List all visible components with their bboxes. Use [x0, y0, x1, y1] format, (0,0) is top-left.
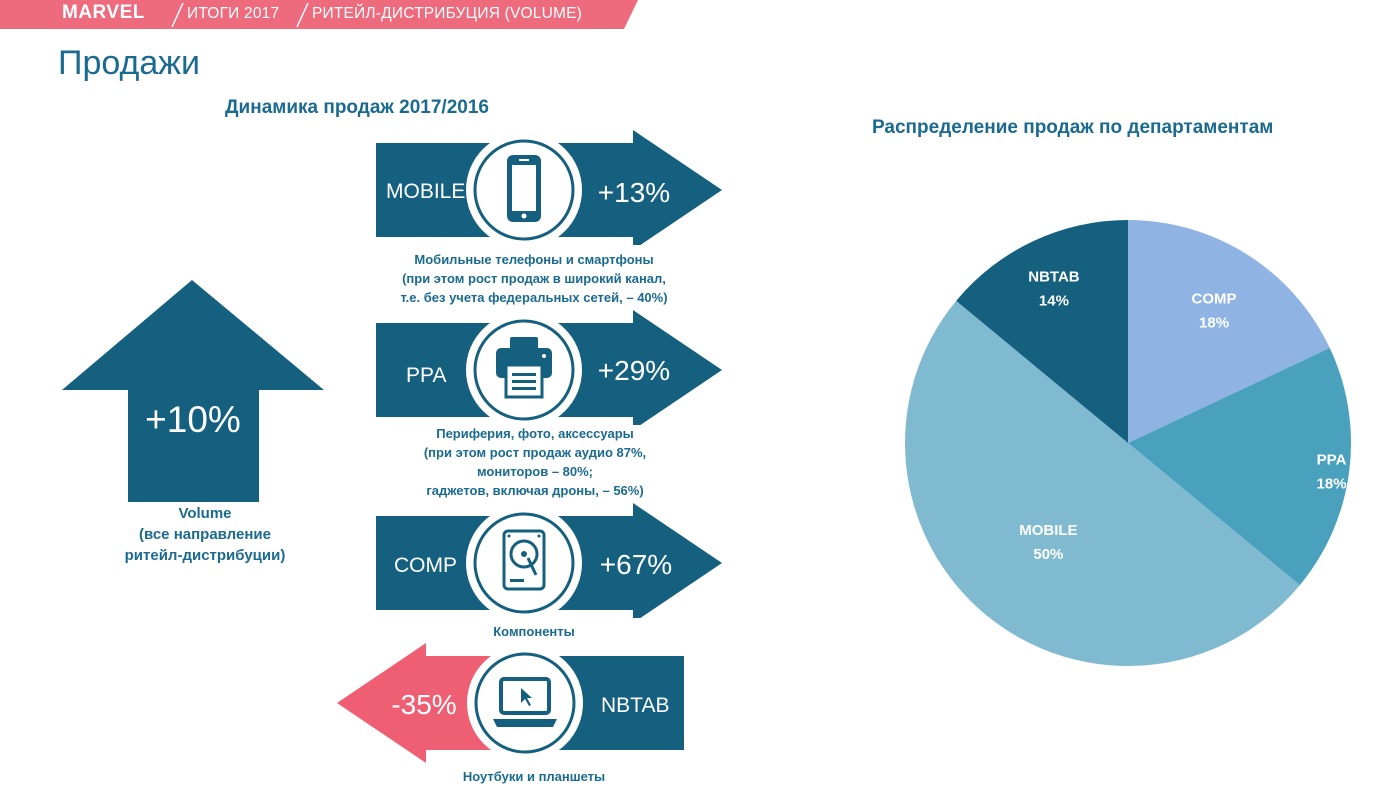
breadcrumb-year: ИТОГИ 2017: [187, 5, 280, 22]
comp-arrow: COMP +67%: [376, 503, 722, 618]
hard-drive-icon: [502, 529, 546, 591]
company-logo: MARVEL: [62, 2, 145, 23]
nbtab-arrow: -35% NBTAB: [337, 643, 684, 763]
volume-caption-line: ритейл-дистрибуции): [124, 547, 286, 564]
volume-caption-line: Volume: [178, 505, 232, 522]
mobile-caption-line: (при этом рост продаж в широкий канал,: [402, 271, 666, 286]
comp-caption-line: Компоненты: [493, 624, 575, 639]
ppa-code: PPA: [406, 364, 446, 387]
ppa-caption-line: гаджетов, включая дроны, – 56%): [426, 483, 644, 498]
pie-slice-mobile: [905, 300, 1300, 666]
mobile-caption-line: Мобильные телефоны и смартфоны: [414, 252, 654, 267]
mobile-code: MOBILE: [386, 180, 465, 203]
dynamics-title: Динамика продаж 2017/2016: [225, 97, 489, 118]
pie-label-nbtab: NBTAB: [1028, 269, 1080, 286]
volume-value: +10%: [145, 399, 241, 440]
page-title: Продажи: [58, 44, 200, 82]
pie-slice-nbtab: [956, 220, 1128, 443]
comp-value: +67%: [600, 549, 672, 580]
printer-icon: [496, 337, 552, 399]
pie-chart: COMP 18% PPA 18% MOBILE 50% NBTAB 14%: [905, 220, 1351, 666]
pie-slice-ppa: [1128, 348, 1351, 586]
pie-label-mobile: MOBILE: [1019, 522, 1077, 539]
ppa-arrow: PPA +29%: [376, 310, 722, 425]
comp-caption: Компоненты: [376, 622, 692, 641]
ppa-caption-line: Периферия, фото, аксессуары: [436, 426, 634, 441]
mobile-caption: Мобильные телефоны и смартфоны (при этом…: [376, 250, 692, 307]
nbtab-value: -35%: [391, 689, 456, 720]
pie-chart-title: Распределение продаж по департаментам: [872, 117, 1274, 138]
ppa-caption-line: (при этом рост продаж аудио 87%,: [423, 445, 647, 460]
pie-label-ppa: PPA: [1317, 452, 1347, 469]
nbtab-caption-line: Ноутбуки и планшеты: [462, 769, 606, 784]
laptop-icon: [493, 677, 557, 727]
comp-code: COMP: [394, 554, 457, 577]
pie-slice-comp: [1128, 220, 1330, 443]
volume-arrow: +10%: [62, 280, 324, 502]
pie-value-mobile: 50%: [1033, 546, 1063, 563]
mobile-value: +13%: [598, 177, 670, 208]
pie-value-nbtab: 14%: [1039, 293, 1069, 310]
pie-value-comp: 18%: [1199, 314, 1229, 331]
nbtab-caption: Ноутбуки и планшеты: [376, 767, 692, 786]
header-band: [0, 0, 638, 29]
ppa-caption: Периферия, фото, аксессуары (при этом ро…: [370, 424, 700, 500]
mobile-caption-line: т.е. без учета федеральных сетей, – 40%): [400, 290, 668, 305]
pie-value-ppa: 18%: [1317, 476, 1347, 493]
pie-label-comp: COMP: [1192, 290, 1237, 307]
breadcrumb-section: РИТЕЙЛ-ДИСТРИБУЦИЯ (VOLUME): [312, 5, 582, 22]
nbtab-code: NBTAB: [601, 694, 669, 717]
ppa-caption-line: мониторов – 80%;: [476, 464, 594, 479]
volume-caption: Volume (все направление ритейл-дистрибуц…: [110, 503, 300, 566]
smartphone-icon: [507, 155, 541, 222]
volume-caption-line: (все направление: [139, 526, 271, 543]
ppa-value: +29%: [598, 355, 670, 386]
mobile-arrow: MOBILE +13%: [376, 130, 722, 245]
